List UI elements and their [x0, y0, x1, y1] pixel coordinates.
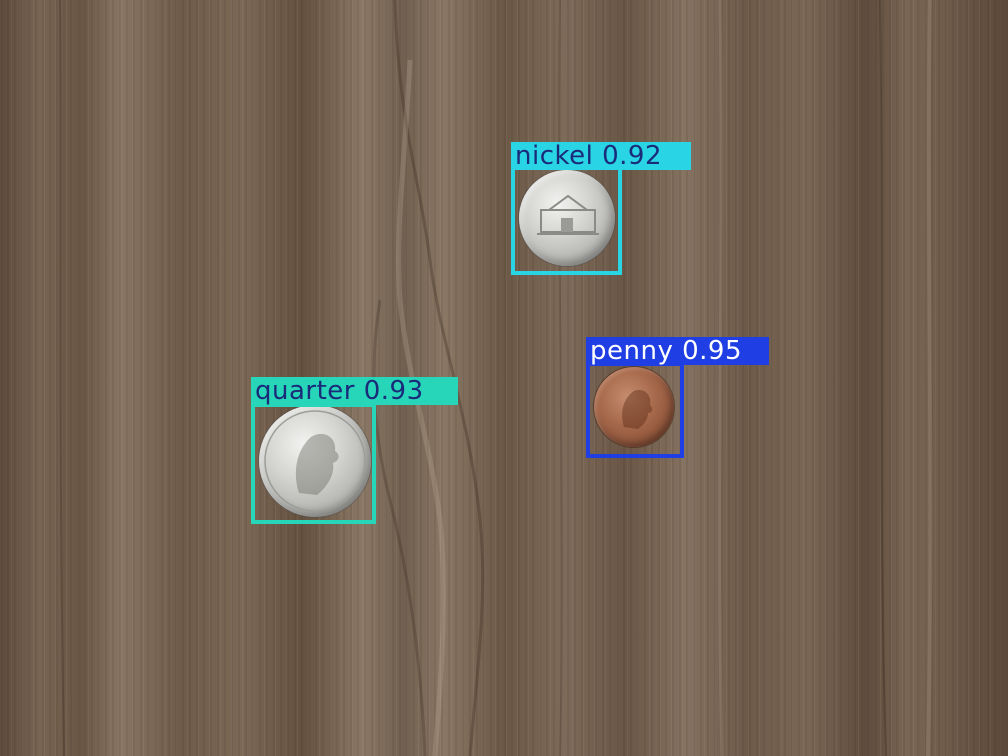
quarter-confidence: 0.93	[363, 376, 424, 406]
penny-bounding-box	[586, 362, 684, 458]
quarter-coin	[259, 405, 371, 517]
quarter-class-name: quarter	[255, 376, 355, 406]
penny-confidence: 0.95	[682, 336, 742, 366]
quarter-detection-label: quarter 0.93	[251, 377, 458, 405]
monticello-engraving	[537, 194, 599, 235]
nickel-detection-label: nickel 0.92	[511, 142, 691, 170]
washington-profile-engraving	[264, 410, 366, 512]
lincoln-profile-engraving	[622, 389, 653, 429]
penny-class-name: penny	[590, 336, 674, 366]
nickel-class-name: nickel	[515, 141, 594, 171]
nickel-confidence: 0.92	[602, 141, 663, 171]
nickel-coin	[519, 170, 615, 266]
nickel-bounding-box	[511, 166, 622, 275]
penny-coin	[594, 367, 674, 447]
quarter-bounding-box	[251, 403, 376, 524]
penny-detection-label: penny 0.95	[586, 337, 769, 365]
